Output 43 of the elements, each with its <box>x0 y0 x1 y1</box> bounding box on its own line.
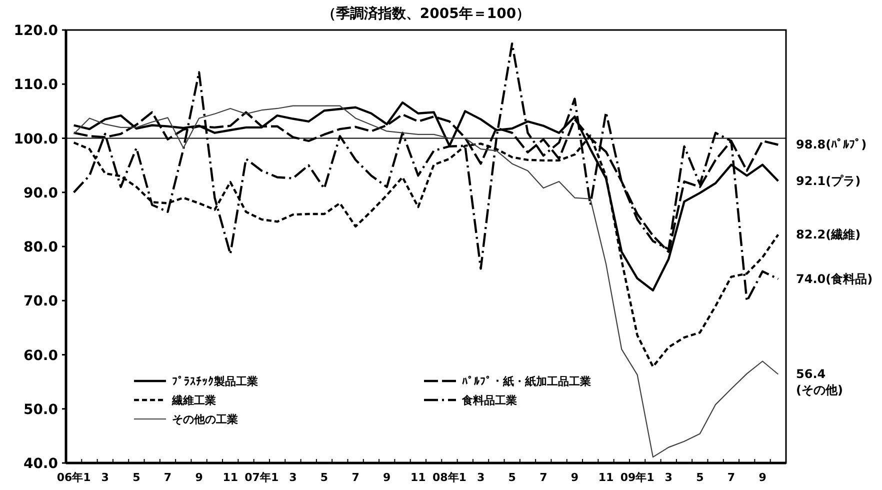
text: 82.2(繊維) <box>796 228 861 242</box>
x-tick-label: 11 <box>222 471 238 484</box>
x-tick-label: 9 <box>195 471 203 484</box>
legend-label: 繊維工業 <box>171 394 216 407</box>
x-tick-label: 9 <box>758 471 766 484</box>
text: 56.4 (その他) <box>796 367 843 398</box>
x-tick-label: 3 <box>476 471 485 484</box>
y-tick-label: 60.0 <box>23 348 58 364</box>
x-tick-label: 11 <box>598 471 614 484</box>
legend-label: その他の工業 <box>172 413 238 426</box>
x-tick-label: 7 <box>352 471 360 484</box>
text: 92.1(プラ) <box>796 174 861 188</box>
x-tick-label: 08年1 <box>432 471 466 484</box>
x-tick-label: 09年1 <box>620 471 654 484</box>
x-tick-label: 9 <box>383 471 391 484</box>
legend-label: 食料品工業 <box>461 394 517 407</box>
text: 74.0(食料品) <box>796 272 873 286</box>
x-tick-label: 06年1 <box>56 471 91 484</box>
y-tick-label: 40.0 <box>23 456 58 472</box>
chart-title: （季調済指数、2005年＝100） <box>322 5 530 22</box>
y-tick-label: 90.0 <box>23 185 58 202</box>
x-tick-label: 7 <box>540 471 548 484</box>
y-tick-label: 70.0 <box>23 294 58 310</box>
x-tick-label: 5 <box>508 471 516 484</box>
y-tick-label: 80.0 <box>23 240 58 256</box>
x-tick-label: 3 <box>101 471 109 484</box>
x-tick-label: 5 <box>320 471 328 484</box>
x-tick-label: 7 <box>164 471 172 484</box>
x-tick-label: 7 <box>727 471 736 484</box>
x-tick-label: 11 <box>410 471 426 484</box>
x-tick-label: 5 <box>696 471 704 484</box>
y-tick-label: 120.0 <box>14 23 58 39</box>
x-tick-label: 3 <box>664 471 672 484</box>
y-tick-label: 100.0 <box>14 131 58 148</box>
x-tick-label: 3 <box>289 471 297 484</box>
legend-label: ﾌﾟﾗｽﾁｯｸ製品工業 <box>172 375 258 388</box>
x-tick-label: 5 <box>132 471 140 484</box>
legend-label: ﾊﾟﾙﾌﾟ・紙・紙加工品工業 <box>462 375 591 388</box>
text: 98.8(ﾊﾟﾙﾌﾟ) <box>796 138 867 152</box>
x-tick-label: 07年1 <box>244 471 279 484</box>
y-tick-label: 110.0 <box>14 77 58 94</box>
y-tick-label: 50.0 <box>23 402 58 418</box>
x-tick-label: 9 <box>570 471 579 484</box>
